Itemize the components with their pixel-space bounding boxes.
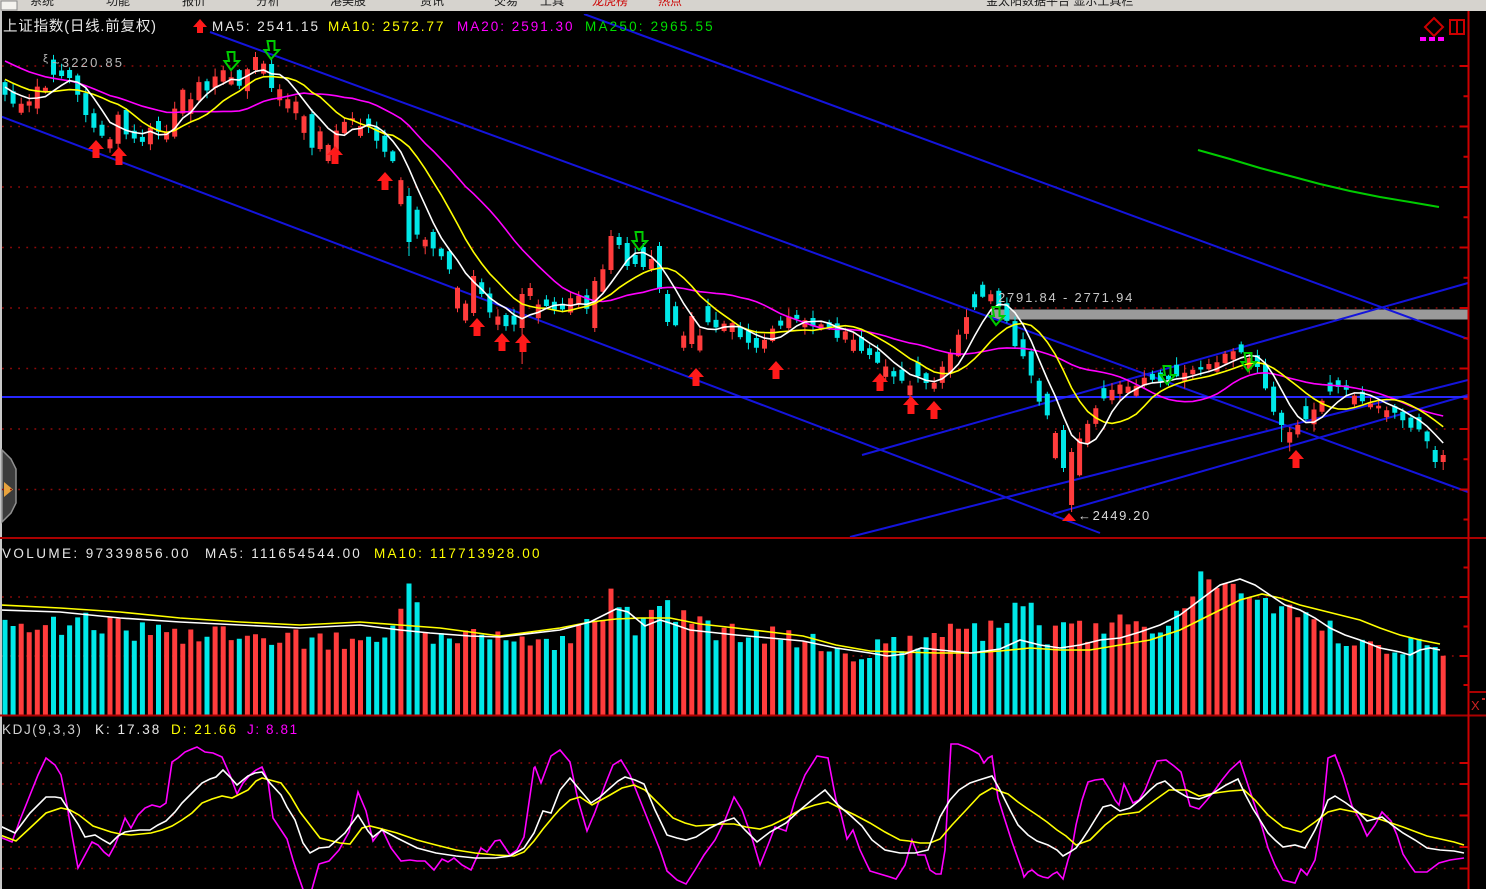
svg-text:工具: 工具 <box>540 0 564 8</box>
svg-text:系统: 系统 <box>30 0 54 8</box>
svg-text:MA250: 2965.55: MA250: 2965.55 <box>585 19 715 34</box>
svg-text:热点: 热点 <box>658 0 682 8</box>
svg-text:报价: 报价 <box>182 0 206 8</box>
svg-text:D: 21.66: D: 21.66 <box>171 722 238 737</box>
svg-text:MA5: 111654544.00: MA5: 111654544.00 <box>205 546 362 561</box>
svg-text:2791.84 - 2771.94: 2791.84 - 2771.94 <box>998 290 1134 305</box>
svg-text:港美股: 港美股 <box>330 0 366 8</box>
svg-text:K: 17.38: K: 17.38 <box>95 722 161 737</box>
svg-text:ξ: ξ <box>43 53 48 65</box>
svg-text:资讯: 资讯 <box>420 0 444 8</box>
svg-text:J: 8.81: J: 8.81 <box>247 722 299 737</box>
svg-text:金太阳数据平台 显示工具栏: 金太阳数据平台 显示工具栏 <box>986 0 1133 8</box>
svg-text:X: X <box>1471 698 1480 713</box>
svg-text:上证指数(日线.前复权): 上证指数(日线.前复权) <box>3 17 157 35</box>
svg-text:VOLUME: 97339856.00: VOLUME: 97339856.00 <box>2 546 191 561</box>
svg-text:分析: 分析 <box>256 0 280 8</box>
svg-text:MA10: 2572.77: MA10: 2572.77 <box>328 19 446 34</box>
svg-text:MA20: 2591.30: MA20: 2591.30 <box>457 19 575 34</box>
svg-text:KDJ(9,3,3): KDJ(9,3,3) <box>2 722 83 737</box>
svg-text:MA5: 2541.15: MA5: 2541.15 <box>212 19 320 34</box>
svg-text:MA10: 117713928.00: MA10: 117713928.00 <box>374 546 542 561</box>
svg-text:交易: 交易 <box>494 0 518 8</box>
svg-text:功能: 功能 <box>106 0 130 8</box>
svg-text:~3220.85: ~3220.85 <box>52 55 124 70</box>
svg-text:龙虎榜: 龙虎榜 <box>592 0 628 8</box>
svg-text:←2449.20: ←2449.20 <box>1078 508 1151 523</box>
